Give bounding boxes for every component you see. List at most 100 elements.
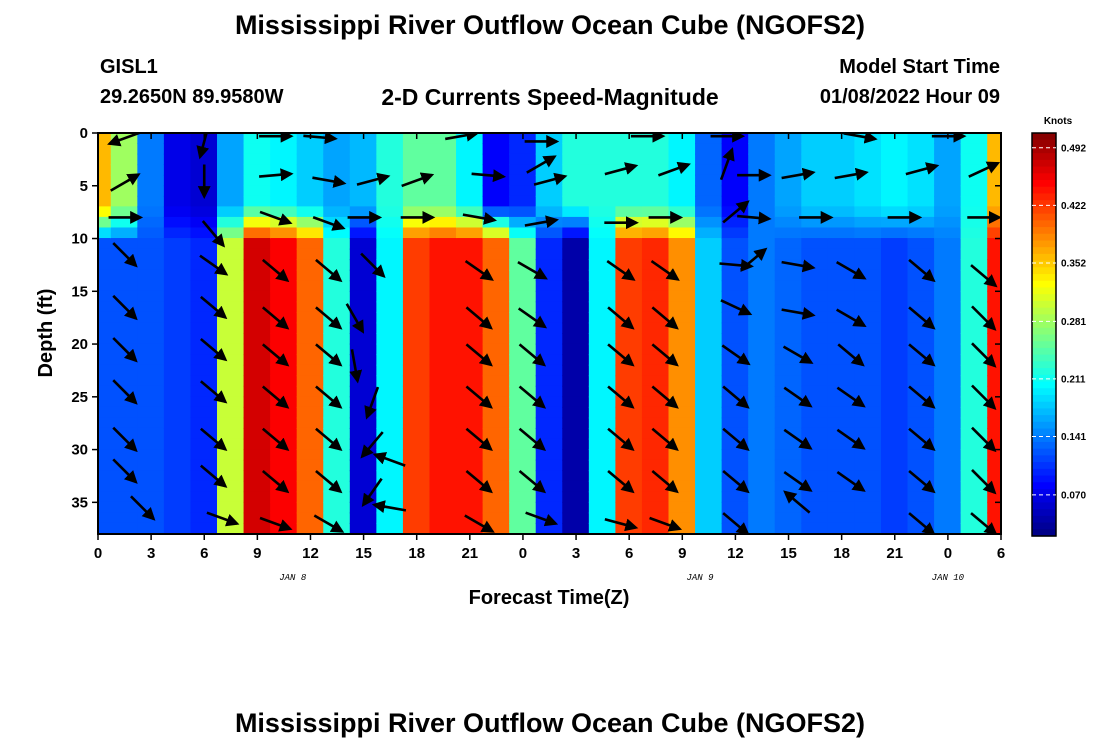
heatmap-cell — [137, 164, 165, 176]
heatmap-cell — [349, 290, 378, 303]
heatmap-cell — [880, 248, 909, 261]
heatmap-cell — [562, 333, 590, 345]
heatmap-cell — [296, 396, 325, 408]
heatmap-cell — [349, 185, 378, 197]
heatmap-cell — [190, 375, 219, 387]
heatmap-cell — [934, 269, 962, 282]
heatmap-cell — [774, 480, 803, 493]
heatmap-cell — [402, 438, 431, 451]
heatmap-cell — [854, 290, 882, 303]
heatmap-cell — [163, 459, 192, 472]
heatmap-cell — [217, 248, 245, 261]
heatmap-cell — [98, 206, 112, 218]
heatmap-cell — [243, 280, 272, 292]
heatmap-cell — [509, 522, 537, 534]
heatmap-cell — [110, 459, 139, 472]
heatmap-cell — [615, 290, 643, 303]
heatmap-cell — [801, 333, 829, 345]
heatmap-cell — [827, 459, 856, 472]
current-vector — [971, 384, 997, 410]
heatmap-cell — [402, 280, 431, 292]
heatmap-cell — [429, 438, 458, 451]
heatmap-cell — [774, 449, 803, 461]
heatmap-cell — [615, 385, 643, 398]
heatmap-cell — [535, 406, 564, 419]
heatmap-cell — [270, 406, 298, 419]
heatmap-cell — [429, 269, 458, 282]
colorbar-title: Knots — [1044, 116, 1073, 127]
heatmap-cell — [801, 470, 829, 482]
current-vector — [112, 337, 138, 363]
heatmap-cell — [429, 216, 458, 229]
heatmap-cell — [323, 301, 351, 313]
heatmap-cell — [98, 522, 112, 534]
heatmap-cell — [137, 375, 165, 387]
colorbar-step — [1032, 435, 1056, 443]
heatmap-cell — [402, 238, 431, 250]
heatmap-cell — [376, 406, 404, 419]
heatmap-cell — [509, 238, 537, 250]
heatmap-cell — [243, 375, 272, 387]
heatmap-cell — [402, 406, 431, 419]
heatmap-cell — [296, 406, 325, 419]
heatmap-cell — [163, 259, 192, 271]
heatmap-cell — [987, 375, 1001, 387]
heatmap-cell — [854, 375, 882, 387]
heatmap-cell — [907, 427, 936, 440]
heatmap-cell — [296, 449, 325, 461]
heatmap-cell — [668, 522, 697, 534]
heatmap-cell — [509, 343, 537, 356]
heatmap-cell — [270, 185, 298, 197]
heatmap-cell — [774, 396, 803, 408]
heatmap-cell — [880, 227, 909, 240]
x-tick-label: 9 — [678, 545, 686, 562]
heatmap-cell — [562, 238, 590, 250]
colorbar-step — [1032, 361, 1056, 369]
heatmap-cell — [98, 185, 112, 197]
heatmap-cell — [190, 206, 219, 218]
heatmap-cell — [456, 248, 484, 261]
heatmap-cell — [270, 501, 298, 514]
x-tick-label: 12 — [302, 545, 319, 562]
heatmap-cell — [960, 269, 989, 282]
heatmap-cell — [854, 238, 882, 250]
heatmap-cell — [588, 364, 617, 377]
heatmap-cell — [827, 227, 856, 240]
current-vector — [843, 133, 878, 144]
heatmap-cell — [349, 522, 378, 534]
heatmap-cell — [695, 438, 723, 451]
heatmap-cell — [535, 333, 564, 345]
colorbar-step — [1032, 321, 1056, 329]
x-tick-label: 6 — [997, 545, 1005, 562]
heatmap-cell — [960, 438, 989, 451]
heatmap-cell — [482, 248, 511, 261]
heatmap-cell — [721, 470, 750, 482]
heatmap-cell — [641, 290, 670, 303]
colorbar-step — [1032, 475, 1056, 483]
heatmap-cell — [270, 480, 298, 493]
heatmap-cell — [987, 470, 1001, 482]
heatmap-cell — [509, 470, 537, 482]
colorbar-label: 0.070 — [1061, 490, 1086, 501]
heatmap-cell — [402, 512, 431, 524]
x-tick-label: 15 — [780, 545, 797, 562]
heatmap-cell — [695, 333, 723, 345]
heatmap-cell — [270, 364, 298, 377]
heatmap-cell — [349, 227, 378, 240]
heatmap-cell — [987, 491, 1001, 503]
current-vector — [471, 169, 507, 183]
heatmap-cell — [217, 427, 245, 440]
colorbar-label: 0.422 — [1061, 201, 1086, 212]
heatmap-cell — [456, 301, 484, 313]
heatmap-cell — [774, 354, 803, 366]
heatmap-cell — [934, 491, 962, 503]
heatmap-cell — [588, 501, 617, 514]
colorbar-step — [1032, 227, 1056, 235]
y-tick-label: 5 — [80, 178, 88, 195]
chart-title: Mississippi River Outflow Ocean Cube (NG… — [234, 10, 866, 40]
heatmap-cell — [163, 512, 192, 524]
heatmap-cell — [748, 522, 776, 534]
heatmap-cell — [880, 164, 909, 176]
heatmap-cell — [402, 480, 431, 493]
heatmap-cell — [349, 269, 378, 282]
